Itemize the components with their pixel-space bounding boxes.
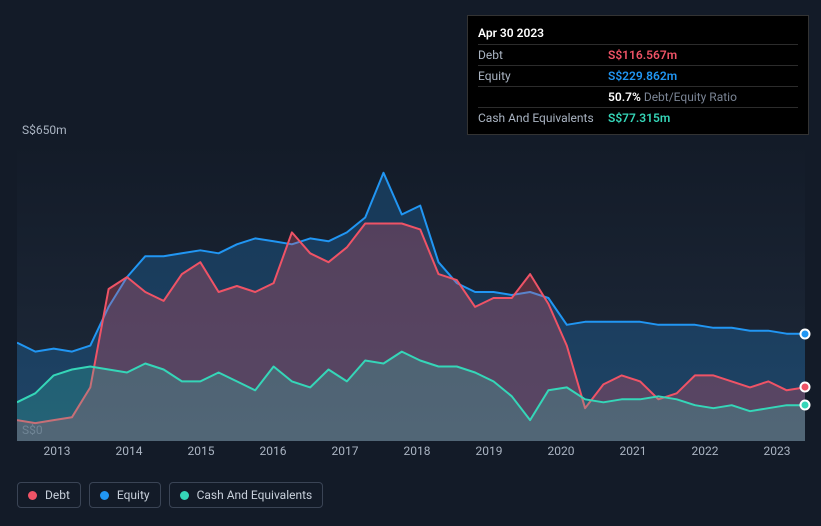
legend-label: Cash And Equivalents bbox=[197, 488, 313, 502]
tooltip-row-value: 50.7% Debt/Equity Ratio bbox=[608, 87, 798, 108]
tooltip-date: Apr 30 2023 bbox=[478, 22, 798, 44]
series-end-marker bbox=[800, 328, 811, 339]
legend-dot-icon bbox=[180, 491, 189, 500]
legend-item[interactable]: Debt bbox=[17, 482, 81, 508]
chart-container: Apr 30 2023 DebtS$116.567mEquityS$229.86… bbox=[0, 0, 821, 526]
tooltip-row: DebtS$116.567m bbox=[478, 45, 798, 66]
tooltip-table: DebtS$116.567mEquityS$229.862m50.7% Debt… bbox=[478, 44, 798, 128]
tooltip-row-value: S$229.862m bbox=[608, 66, 798, 87]
series-end-marker bbox=[800, 382, 811, 393]
chart-tooltip: Apr 30 2023 DebtS$116.567mEquityS$229.86… bbox=[467, 15, 809, 135]
x-tick-label: 2020 bbox=[548, 444, 575, 458]
x-tick-label: 2014 bbox=[116, 444, 143, 458]
legend: Debt Equity Cash And Equivalents bbox=[17, 482, 323, 508]
x-tick-label: 2023 bbox=[764, 444, 791, 458]
tooltip-row-label: Debt bbox=[478, 45, 608, 66]
y-tick-top: S$650m bbox=[22, 123, 67, 137]
series-end-marker bbox=[800, 400, 811, 411]
legend-dot-icon bbox=[100, 491, 109, 500]
x-tick-label: 2016 bbox=[260, 444, 287, 458]
legend-item[interactable]: Equity bbox=[89, 482, 161, 508]
x-tick-label: 2021 bbox=[620, 444, 647, 458]
x-tick-label: 2018 bbox=[404, 444, 431, 458]
tooltip-row: Cash And EquivalentsS$77.315m bbox=[478, 108, 798, 129]
tooltip-row-label bbox=[478, 87, 608, 108]
x-axis: 2013 2014 2015 2016 2017 2018 2019 2020 2021 2022… bbox=[17, 444, 805, 464]
legend-label: Equity bbox=[117, 488, 150, 502]
tooltip-row-label: Cash And Equivalents bbox=[478, 108, 608, 129]
tooltip-row-value: S$77.315m bbox=[608, 108, 798, 129]
legend-item[interactable]: Cash And Equivalents bbox=[169, 482, 324, 508]
legend-label: Debt bbox=[45, 488, 70, 502]
tooltip-row-label: Equity bbox=[478, 66, 608, 87]
x-tick-label: 2019 bbox=[476, 444, 503, 458]
x-tick-label: 2015 bbox=[188, 444, 215, 458]
tooltip-row: 50.7% Debt/Equity Ratio bbox=[478, 87, 798, 108]
chart-svg bbox=[17, 143, 805, 441]
tooltip-row: EquityS$229.862m bbox=[478, 66, 798, 87]
tooltip-row-value: S$116.567m bbox=[608, 45, 798, 66]
chart-plot[interactable] bbox=[17, 143, 805, 441]
x-tick-label: 2017 bbox=[332, 444, 359, 458]
x-tick-label: 2013 bbox=[44, 444, 71, 458]
x-tick-label: 2022 bbox=[692, 444, 719, 458]
legend-dot-icon bbox=[28, 491, 37, 500]
